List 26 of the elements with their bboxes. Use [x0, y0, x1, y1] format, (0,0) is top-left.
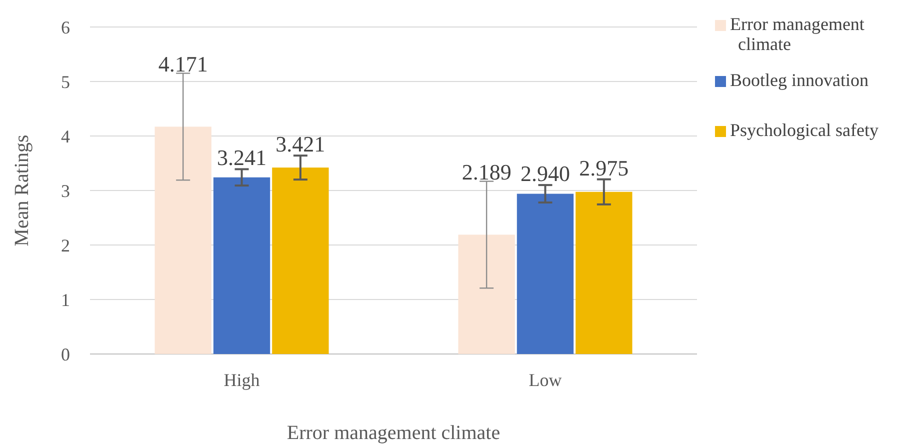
bar [458, 234, 515, 354]
x-axis-title: Error management climate [286, 422, 500, 444]
y-tick-label: 4 [61, 126, 70, 146]
legend-label: Bootleg innovation [730, 70, 868, 90]
y-tick-label: 0 [61, 344, 70, 364]
x-tick-label: Low [528, 370, 562, 390]
bar [213, 177, 270, 354]
x-tick-label: High [224, 370, 260, 390]
legend-label: Psychological safety [730, 120, 878, 140]
bar [154, 126, 212, 354]
text: 4.171 [158, 51, 208, 76]
y-tick-label: 5 [61, 72, 70, 92]
y-tick-label: 6 [61, 17, 70, 38]
text: 2.189 [462, 159, 512, 184]
y-axis-title: Mean Ratings [11, 134, 33, 246]
y-tick-label: 2 [61, 235, 70, 256]
legend-label: Error management climate [730, 14, 864, 54]
text: 3.421 [276, 132, 326, 157]
text: 2.975 [579, 155, 629, 180]
text: 2.940 [520, 161, 570, 186]
y-tick-label: 3 [61, 180, 70, 201]
bar [576, 192, 632, 354]
text: 3.241 [217, 145, 266, 170]
y-tick-label: 1 [61, 290, 70, 310]
bar [272, 168, 329, 354]
bar [516, 194, 574, 354]
